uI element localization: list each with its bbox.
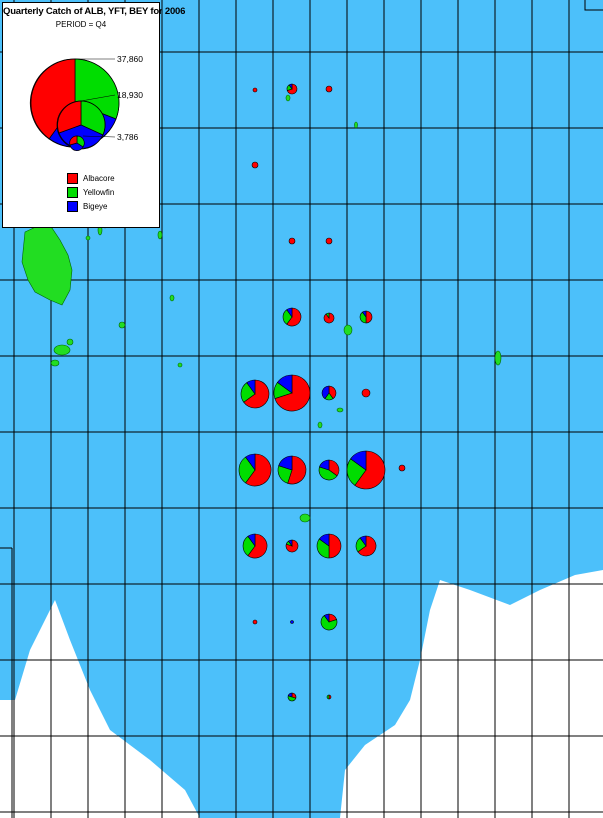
pie-slice	[278, 455, 293, 471]
legend-period: PERIOD = Q4	[55, 20, 107, 29]
pie-slice	[316, 538, 330, 559]
pie-slice	[252, 87, 258, 93]
pie-slice	[321, 385, 330, 400]
catch-pie	[325, 85, 333, 93]
pie-slice	[288, 83, 293, 90]
catch-pie	[252, 619, 258, 625]
catch-pie	[242, 533, 268, 559]
pie-slice	[325, 312, 330, 319]
pie-slice	[243, 379, 270, 409]
catch-pie	[238, 453, 272, 487]
legend-title: Quarterly Catch of ALB, YFT, BEY for 200…	[3, 6, 186, 17]
scale-label-medium: 18,930	[117, 90, 143, 100]
catch-pie	[326, 694, 332, 700]
pie-slice	[252, 619, 258, 625]
catch-pie	[346, 450, 386, 490]
albacore-swatch-icon	[67, 173, 78, 184]
pie-slice	[277, 374, 293, 394]
pie-slice	[365, 310, 373, 324]
pie-slice	[357, 535, 377, 557]
pie-slice	[362, 310, 367, 318]
catch-pie	[325, 237, 333, 245]
legend-key-label: Albacore	[83, 174, 115, 183]
legend-key-bigeye: Bigeye	[67, 201, 107, 212]
pie-slice	[286, 307, 293, 318]
catch-pie	[316, 533, 342, 559]
pie-slice	[323, 613, 330, 623]
catch-pies	[238, 83, 406, 702]
legend-key-yellowfin: Yellowfin	[67, 187, 114, 198]
pie-slice	[398, 464, 406, 472]
pie-slice	[318, 466, 338, 481]
bigeye-swatch-icon	[67, 201, 78, 212]
catch-pie	[290, 620, 294, 624]
map-legend: Quarterly Catch of ALB, YFT, BEY for 200…	[2, 2, 186, 228]
catch-pie	[285, 539, 299, 553]
pie-slice	[245, 453, 272, 487]
catch-pie	[361, 388, 371, 398]
catch-pie	[398, 464, 406, 472]
pie-slice	[354, 450, 386, 490]
pie-slice	[288, 237, 296, 245]
catch-pie	[321, 385, 337, 401]
pie-slice	[247, 533, 268, 559]
catch-pie	[286, 83, 298, 95]
pie-slice	[359, 535, 367, 547]
catch-pie	[359, 310, 373, 324]
pie-slice	[325, 85, 333, 93]
pie-slice	[328, 459, 340, 477]
pie-slice	[285, 539, 299, 553]
pie-slice	[326, 694, 330, 700]
scale-label-small: 3,786	[117, 132, 139, 142]
pie-slice	[288, 539, 293, 547]
pie-slice	[318, 533, 330, 547]
pie-slice	[287, 692, 293, 698]
pie-slice	[325, 237, 333, 245]
pie-slice	[346, 458, 367, 486]
legend-key-label: Bigeye	[83, 202, 108, 211]
catch-pie	[277, 455, 307, 485]
catch-pie	[252, 87, 258, 93]
pie-slice	[328, 533, 342, 559]
catch-pie	[287, 692, 297, 702]
pie-slice	[247, 533, 256, 547]
pie-slice	[361, 388, 371, 398]
yellowfin-swatch-icon	[67, 187, 78, 198]
legend-scale-pies	[29, 58, 120, 151]
pie-slice	[290, 620, 294, 624]
catch-pie	[282, 307, 302, 327]
catch-pie	[240, 379, 270, 409]
catch-pie	[355, 535, 377, 557]
pie-slice	[238, 456, 256, 484]
catch-pie	[251, 161, 259, 169]
pie-slice	[251, 161, 259, 169]
catch-pie	[288, 237, 296, 245]
legend-key-albacore: Albacore	[67, 173, 115, 184]
pie-slice	[350, 450, 367, 471]
catch-pie	[273, 374, 311, 412]
land-masses	[21, 94, 502, 523]
catch-pie	[318, 459, 340, 481]
pie-slice	[319, 459, 330, 471]
catch-pie	[323, 312, 335, 324]
pie-slice	[245, 453, 256, 471]
frame-line	[0, 547, 13, 818]
scale-label-large: 37,860	[117, 54, 143, 64]
pie-slice	[286, 307, 302, 327]
catch-pie	[320, 613, 338, 631]
pie-slice	[320, 615, 338, 631]
legend-key-label: Yellowfin	[83, 188, 115, 197]
pie-slice	[246, 379, 256, 395]
